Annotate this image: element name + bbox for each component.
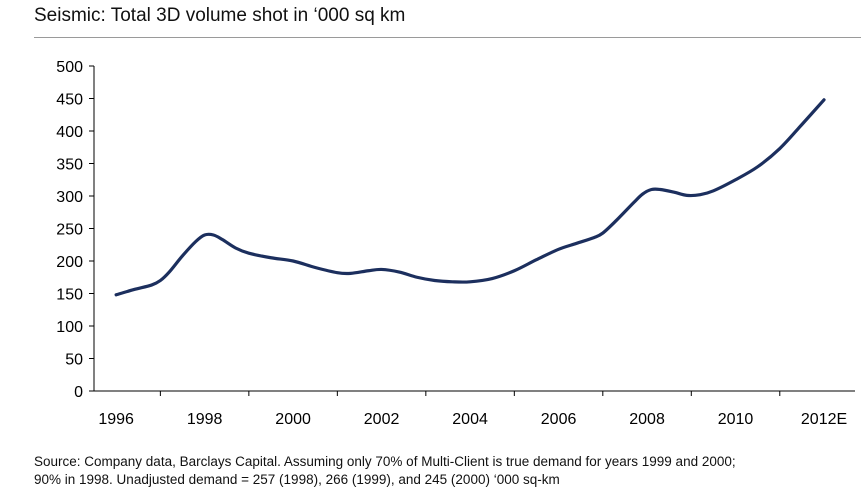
y-tick-label: 450	[56, 92, 83, 109]
x-tick-label: 2008	[629, 411, 665, 428]
y-tick-label: 250	[56, 222, 83, 239]
x-tick-label: 2000	[275, 411, 311, 428]
x-tick-label: 2012E	[801, 411, 847, 428]
axes	[93, 66, 855, 392]
x-tick-label: 2004	[452, 411, 488, 428]
x-tick-label: 2002	[364, 411, 400, 428]
series-group	[114, 98, 826, 297]
y-tick-label: 350	[56, 157, 83, 174]
source-note: Source: Company data, Barclays Capital. …	[34, 453, 862, 489]
y-tick-label: 200	[56, 254, 83, 271]
y-tick-label: 0	[74, 384, 83, 401]
source-line-2: 90% in 1998. Unadjusted demand = 257 (19…	[34, 472, 560, 487]
chart-title: Seismic: Total 3D volume shot in ‘000 sq…	[34, 5, 406, 26]
x-tick-label: 2010	[718, 411, 754, 428]
series-line	[114, 98, 826, 297]
y-tick-label: 300	[56, 189, 83, 206]
y-tick-label: 50	[65, 352, 83, 369]
y-tick-label: 100	[56, 319, 83, 336]
x-tick-label: 2006	[541, 411, 577, 428]
x-axis-ticks: 1996 1998 2000 2002 2004 2006 2008 2010 2012E	[98, 391, 847, 428]
x-tick-label: 1998	[187, 411, 223, 428]
y-tick-label: 400	[56, 124, 83, 141]
x-tick-label: 1996	[98, 411, 134, 428]
source-line-1: Source: Company data, Barclays Capital. …	[34, 454, 736, 469]
y-tick-label: 150	[56, 287, 83, 304]
title-divider	[34, 37, 861, 38]
y-tick-label: 500	[56, 59, 83, 76]
y-axis-ticks: 0 50 100 150 200 250 300 350 400 450 500	[56, 59, 94, 401]
